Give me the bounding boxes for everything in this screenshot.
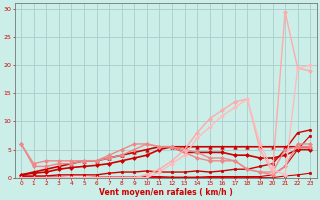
X-axis label: Vent moyen/en rafales ( km/h ): Vent moyen/en rafales ( km/h ) — [99, 188, 233, 197]
